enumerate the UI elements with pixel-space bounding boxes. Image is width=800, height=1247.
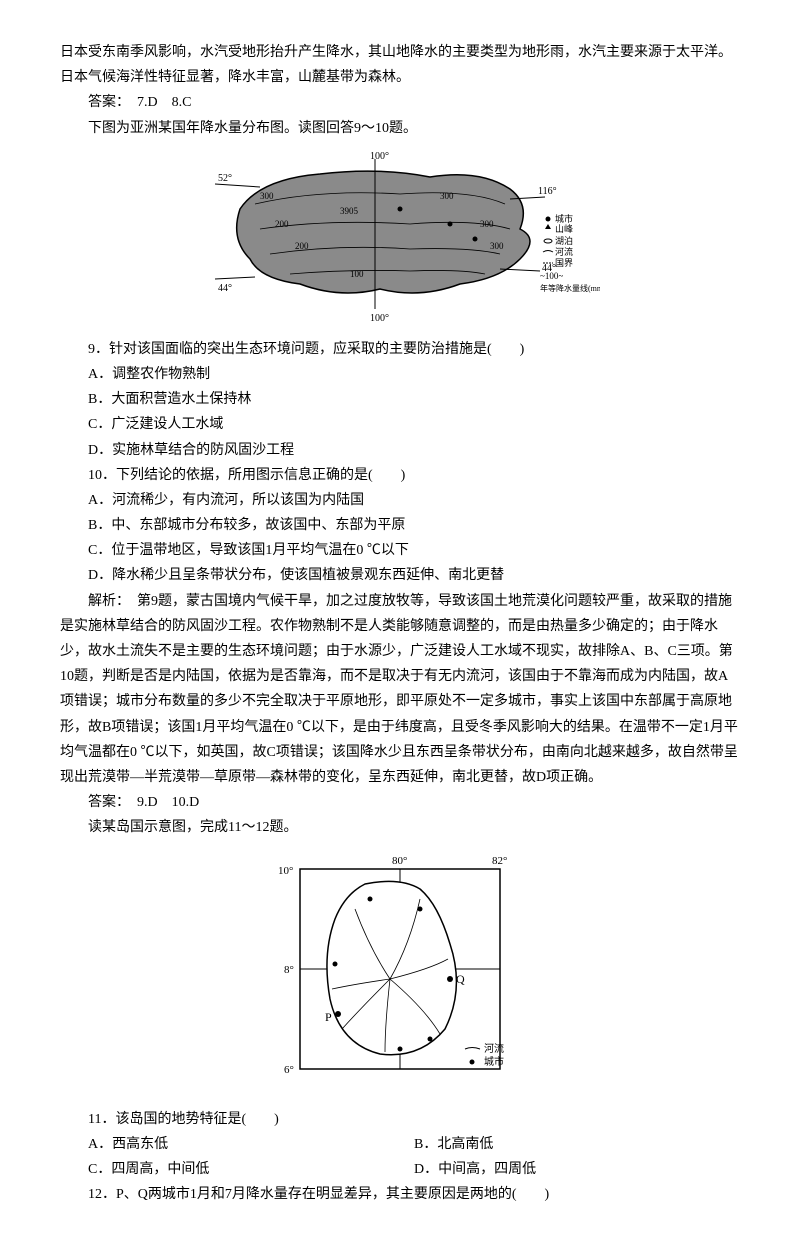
svg-text:河流: 河流 [484, 1042, 504, 1055]
lat-label: 52° [218, 173, 232, 184]
city-dot [398, 206, 403, 211]
svg-text:国界: 国界 [555, 258, 573, 268]
paragraph-intro: 日本受东南季风影响，水汽受地形抬升产生降水，其山地降水的主要类型为地形雨，水汽主… [60, 40, 740, 90]
svg-text:城市: 城市 [555, 213, 573, 224]
q11-opt-c: C．四周高，中间低 [88, 1157, 414, 1182]
parallel-line [215, 277, 255, 279]
lead-9-10: 下图为亚洲某国年降水量分布图。读图回答9～10题。 [60, 116, 740, 141]
q10-opt-b: B．中、东部城市分布较多，故该国中、东部为平原 [88, 513, 740, 538]
q11-opt-b: B．北高南低 [414, 1132, 493, 1157]
city-dot [448, 221, 453, 226]
lat-label: 6° [284, 1064, 294, 1076]
svg-text:河流: 河流 [555, 246, 573, 257]
lat-label: 8° [284, 964, 294, 976]
q11-row-ab: A．西高东低 B．北高南低 [88, 1132, 740, 1157]
q9-opt-a: A．调整农作物熟制 [88, 362, 740, 387]
q9-opt-d: D．实施林草结合的防风固沙工程 [88, 438, 740, 463]
figure-map-island: P Q 80° 82° 10° 8° 6° 河流 城市 [60, 849, 740, 1099]
q10-opt-a: A．河流稀少，有内流河，所以该国为内陆国 [88, 488, 740, 513]
contour-label: 200 [295, 241, 309, 251]
svg-text:~100~: ~100~ [540, 271, 563, 281]
contour-label: 300 [440, 191, 454, 201]
lead-11-12: 读某岛国示意图，完成11～12题。 [60, 815, 740, 840]
lon-label: 82° [492, 855, 507, 867]
q9-stem: 9．针对该国面临的突出生态环境问题，应采取的主要防治措施是( ) [60, 337, 740, 362]
city-p-label: P [325, 1010, 332, 1024]
lat-label: 10° [278, 865, 293, 877]
q10-stem: 10．下列结论的依据，所用图示信息正确的是( ) [60, 463, 740, 488]
contour-label: 200 [275, 219, 289, 229]
svg-text:湖泊: 湖泊 [555, 236, 573, 246]
peak-label: 3905 [340, 206, 359, 216]
lon-label: 80° [392, 855, 407, 867]
svg-text:年等降水量线(mm): 年等降水量线(mm) [540, 283, 600, 293]
contour-label: 300 [490, 241, 504, 251]
analysis-9-10: 解析： 第9题，蒙古国境内气候干旱，加之过度放牧等，导致该国土地荒漠化问题较严重… [60, 589, 740, 791]
q11-row-cd: C．四周高，中间低 D．中间高，四周低 [88, 1157, 740, 1182]
svg-text:城市: 城市 [484, 1055, 504, 1068]
city-q-label: Q [456, 972, 465, 986]
answer-9-10: 答案： 9.D 10.D [60, 790, 740, 815]
map-legend: 城市 山峰 湖泊 河流 国界 ~100~ 年等降水量线(mm) [540, 213, 600, 293]
lon-label: 100° [370, 151, 389, 162]
q10-opt-c: C．位于温带地区，导致该国1月平均气温在0 ℃以下 [88, 538, 740, 563]
parallel-line [215, 184, 260, 187]
q11-opt-d: D．中间高，四周低 [414, 1157, 536, 1182]
country-outline [237, 171, 530, 293]
city-dot [473, 236, 478, 241]
q9-opt-b: B．大面积营造水土保持林 [88, 387, 740, 412]
lon-label: 116° [538, 186, 557, 197]
q12-stem: 12．P、Q两城市1月和7月降水量存在明显差异，其主要原因是两地的( ) [60, 1182, 740, 1207]
contour-label: 300 [260, 191, 274, 201]
q10-opt-d: D．降水稀少且呈条带状分布，使该国植被景观东西延伸、南北更替 [88, 563, 740, 588]
figure-map-mongolia: 100° 52° 44° 116° 44° 100° 300 200 200 1… [60, 149, 740, 329]
contour-label: 300 [480, 219, 494, 229]
contour-label: 100 [350, 269, 364, 279]
q11-opt-a: A．西高东低 [88, 1132, 414, 1157]
lon-label: 100° [370, 313, 389, 324]
svg-text:山峰: 山峰 [555, 224, 573, 234]
q9-opt-c: C．广泛建设人工水域 [88, 412, 740, 437]
q11-stem: 11．该岛国的地势特征是( ) [60, 1107, 740, 1132]
lat-label: 44° [218, 283, 232, 294]
answer-7-8: 答案： 7.D 8.C [60, 90, 740, 115]
